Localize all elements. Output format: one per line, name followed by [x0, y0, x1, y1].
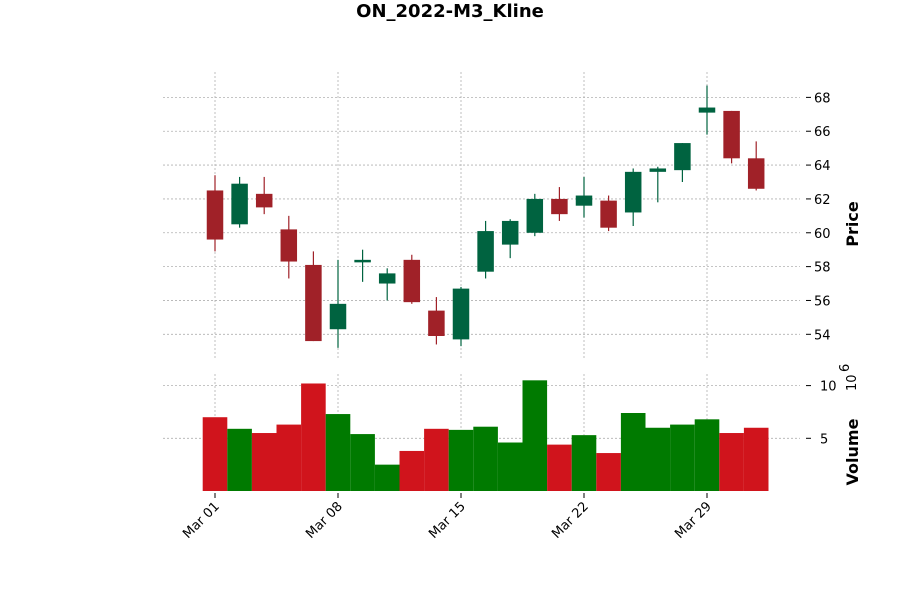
- volume-bar: [251, 433, 277, 491]
- candle-body: [698, 107, 716, 113]
- candle-body: [452, 288, 470, 340]
- volume-bar: [719, 433, 744, 491]
- volume-bar: [620, 413, 646, 491]
- volume-bar: [202, 417, 228, 491]
- price-tick-label: 56: [814, 294, 831, 309]
- price-tick-label: 60: [814, 227, 831, 242]
- volume-bar: [522, 380, 548, 491]
- x-tick-label: Mar 01: [180, 499, 223, 542]
- volume-bar: [424, 428, 449, 491]
- candle-body: [747, 158, 765, 189]
- candle-body: [231, 183, 248, 225]
- volume-bar: [350, 434, 375, 491]
- volume-axis-label: Volume: [843, 418, 862, 485]
- candles: [206, 85, 765, 348]
- volume-bar: [694, 419, 720, 491]
- volume-tick-label: 10: [820, 380, 837, 395]
- volume-multiplier-base: 10: [845, 374, 860, 391]
- x-tick-labels: Mar 01 Mar 08 Mar 15 Mar 22 Mar 29: [180, 493, 715, 542]
- candle-body: [477, 231, 494, 272]
- price-tick-labels: 54 56 58 60 62 64 66 68: [806, 91, 831, 343]
- volume-bar: [448, 429, 474, 491]
- candle-body: [280, 229, 298, 262]
- price-tick-label: 58: [814, 261, 831, 276]
- price-tick-label: 62: [814, 193, 831, 208]
- candle-body: [305, 264, 322, 342]
- volume-bar: [571, 435, 597, 491]
- x-tick-label: Mar 29: [672, 499, 715, 542]
- volume-bar: [473, 426, 498, 491]
- volume-bar: [399, 450, 425, 491]
- candle-body: [403, 259, 421, 303]
- candle-body: [723, 110, 740, 159]
- volume-bar: [645, 427, 671, 491]
- volume-bars: [202, 380, 769, 491]
- candle-body: [575, 195, 593, 206]
- chart-title: ON_2022-M3_Kline: [356, 1, 544, 22]
- volume-bar: [325, 414, 351, 491]
- candle-body: [600, 200, 617, 228]
- candle-body: [501, 220, 519, 245]
- price-tick-label: 54: [814, 328, 831, 343]
- volume-multiplier-exponent: 6: [838, 364, 853, 372]
- candle-body: [255, 193, 273, 208]
- volume-tick-label: 5: [820, 432, 828, 447]
- volume-tick-labels: 5 10: [806, 380, 837, 447]
- price-axis-label: Price: [843, 201, 862, 247]
- x-tick-label: Mar 08: [303, 499, 346, 542]
- volume-bar: [596, 453, 621, 491]
- candle-body: [378, 273, 396, 284]
- volume-bar: [547, 444, 572, 491]
- candle-body: [649, 168, 667, 172]
- candle-body: [354, 259, 371, 263]
- price-tick-label: 68: [814, 91, 831, 106]
- volume-bar: [374, 464, 400, 491]
- volume-bar: [227, 428, 252, 491]
- candle-body: [526, 198, 544, 233]
- x-tick-label: Mar 22: [549, 499, 592, 542]
- volume-multiplier: 10 6: [838, 364, 860, 391]
- volume-bar: [276, 424, 302, 491]
- candle-body: [329, 303, 347, 330]
- candle-body: [428, 310, 445, 336]
- volume-bar: [497, 442, 523, 491]
- price-grid: [163, 72, 800, 358]
- price-tick-label: 64: [814, 159, 831, 174]
- candle-body: [206, 190, 224, 240]
- candle-body: [624, 171, 642, 213]
- volume-bar: [670, 424, 695, 491]
- candle-body: [674, 143, 691, 171]
- x-tick-label: Mar 15: [426, 499, 469, 542]
- price-tick-label: 66: [814, 125, 831, 140]
- volume-bar: [743, 427, 769, 491]
- candle-body: [551, 198, 568, 215]
- volume-bar: [301, 383, 326, 491]
